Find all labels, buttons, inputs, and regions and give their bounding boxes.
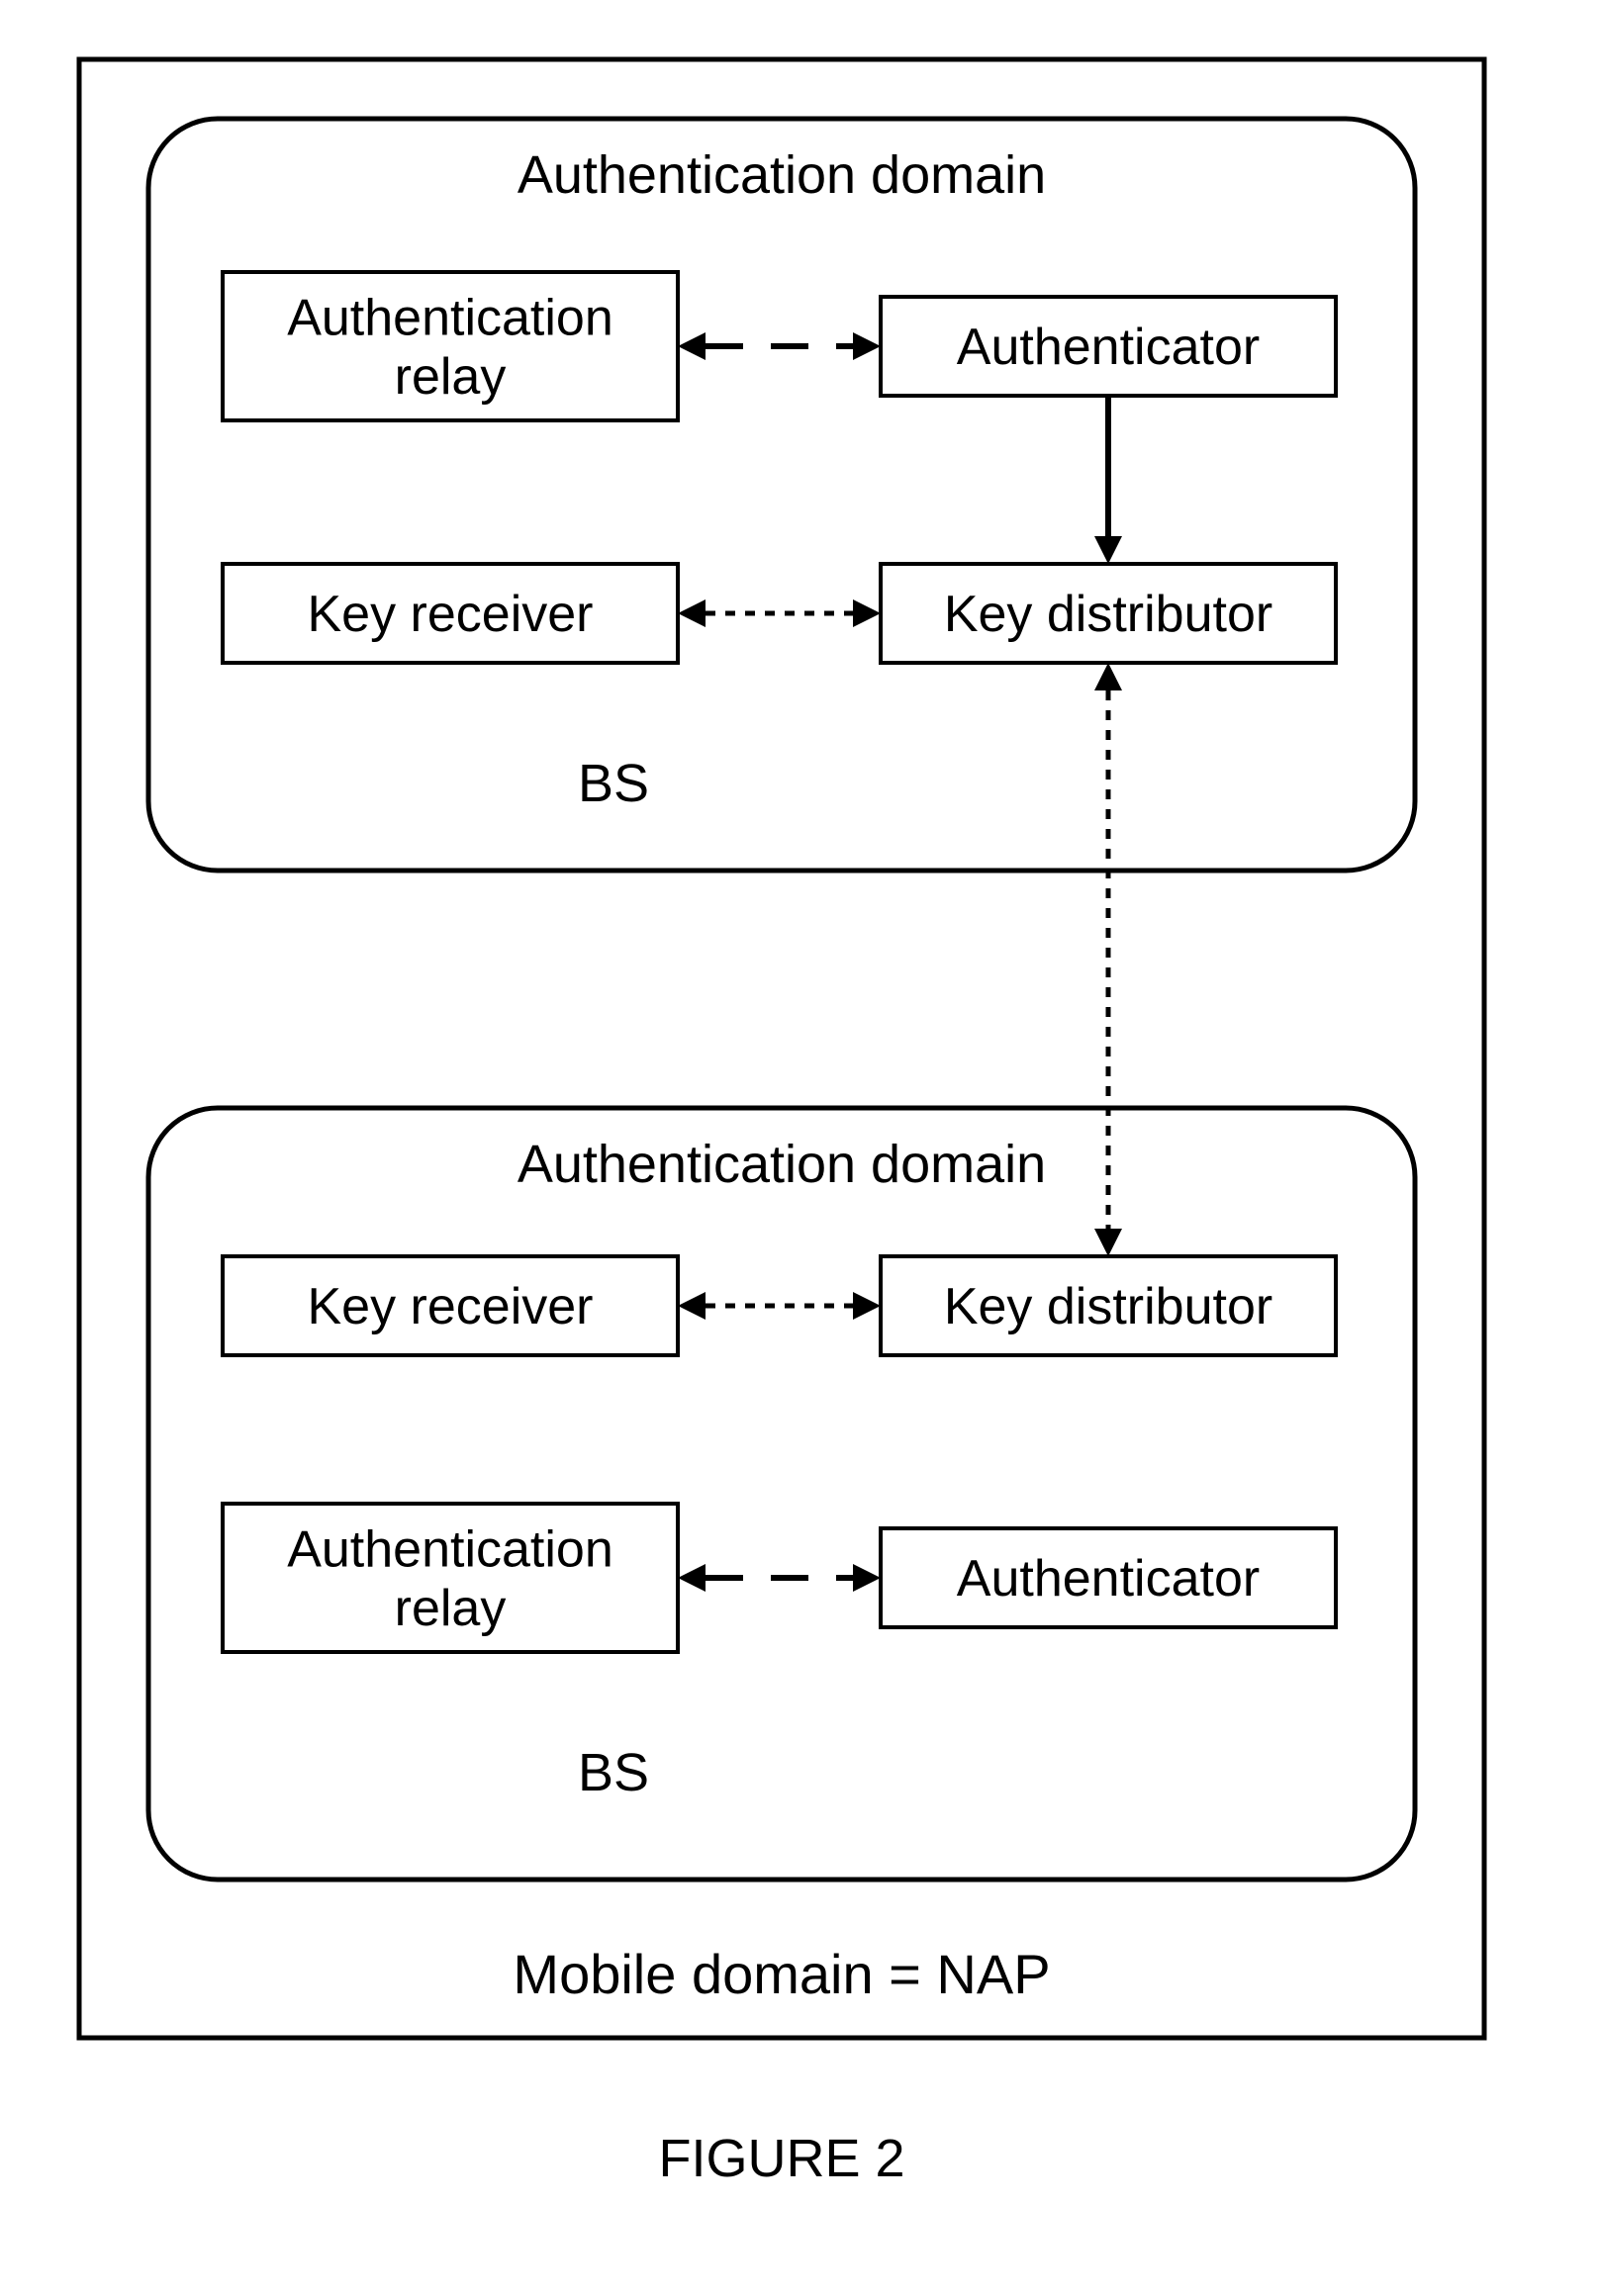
key-receiver-2-label: Key receiver [308, 1278, 594, 1335]
arrowhead [1094, 536, 1122, 564]
domain-1 [148, 119, 1415, 871]
edge-auth-relay-1-authenticator-1 [678, 332, 881, 360]
arrowhead [1094, 1229, 1122, 1256]
domain-1-bs-label: BS [578, 754, 649, 813]
arrowhead [853, 1564, 881, 1592]
domain-2-title: Authentication domain [518, 1135, 1046, 1194]
arrowhead [853, 1292, 881, 1320]
edge-authenticator-1-key-distrib-1 [1094, 396, 1122, 564]
edge-key-receiver-2-key-distrib-2 [678, 1292, 881, 1320]
mobile-domain-box [79, 59, 1484, 2038]
edge-key-receiver-1-key-distrib-1 [678, 599, 881, 627]
arrowhead [853, 599, 881, 627]
arrowhead [678, 599, 706, 627]
arrowhead [678, 1292, 706, 1320]
domain-1-container [148, 119, 1415, 871]
authenticator-2-label: Authenticator [957, 1550, 1260, 1607]
key-distrib-2-label: Key distributor [944, 1278, 1272, 1335]
auth-relay-1-label-0: Authentication [287, 289, 613, 346]
domain-2-bs-label: BS [578, 1743, 649, 1802]
auth-relay-1-label-1: relay [395, 348, 507, 406]
domain-2 [148, 1108, 1415, 1880]
edge-key-distrib-1-key-distrib-2 [1094, 663, 1122, 1256]
auth-relay-2-label-0: Authentication [287, 1520, 613, 1578]
edge-auth-relay-2-authenticator-2 [678, 1564, 881, 1592]
authenticator-1-label: Authenticator [957, 319, 1260, 376]
arrowhead [678, 1564, 706, 1592]
key-distrib-1-label: Key distributor [944, 586, 1272, 643]
key-receiver-1-label: Key receiver [308, 586, 594, 643]
arrowhead [853, 332, 881, 360]
domain-2-container [148, 1108, 1415, 1880]
arrowhead [678, 332, 706, 360]
auth-relay-2-label-1: relay [395, 1580, 507, 1637]
domain-1-title: Authentication domain [518, 145, 1046, 205]
figure-label: FIGURE 2 [658, 2129, 904, 2188]
footer-label: Mobile domain = NAP [513, 1943, 1050, 2005]
arrowhead [1094, 663, 1122, 690]
